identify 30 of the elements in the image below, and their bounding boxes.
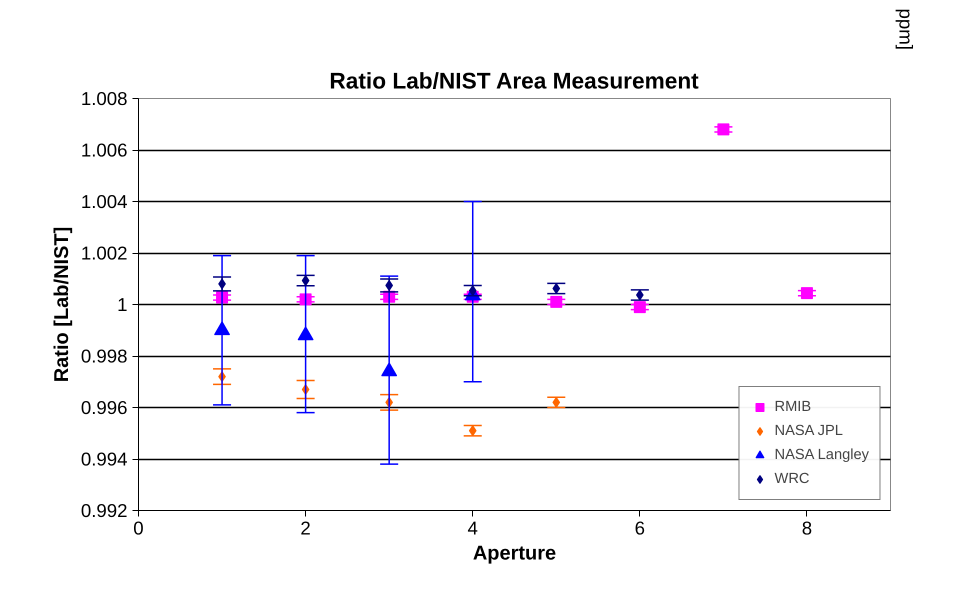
y-tick-label: 0.996 <box>80 397 128 418</box>
point <box>550 296 562 308</box>
x-tick-label: 2 <box>300 518 311 538</box>
point <box>468 425 477 436</box>
y-tick-label: 1.002 <box>80 242 128 264</box>
legend-label: RMIB <box>774 399 812 415</box>
x-axis-title: Aperture <box>472 542 556 564</box>
point <box>717 123 730 136</box>
y-axis-title: Ratio [Lab/NIST] <box>50 226 73 382</box>
y-tick-label: 0.992 <box>80 500 128 521</box>
x-tick-label: 4 <box>468 518 478 538</box>
x-tick-label: 6 <box>634 518 646 538</box>
y-tick-label: 1 <box>117 294 128 315</box>
legend-label: NASA Langley <box>774 447 869 463</box>
point <box>552 396 560 408</box>
y-tick-label: 1.006 <box>80 140 128 160</box>
legend-label: WRC <box>774 471 810 487</box>
legend-label: NASA JPL <box>774 423 843 439</box>
point <box>800 287 813 300</box>
x-tick-label: 8 <box>802 518 812 538</box>
y-tick-label: 0.994 <box>80 448 128 470</box>
point <box>468 285 477 296</box>
y-tick-label: 1.004 <box>80 191 128 212</box>
text: ppm] <box>896 8 916 50</box>
x-tick-label: 0 <box>133 518 144 538</box>
chart-title: Ratio Lab/NIST Area Measurement <box>329 68 700 94</box>
y-tick-label: 0.998 <box>80 346 128 366</box>
point <box>634 301 646 314</box>
point <box>552 283 560 294</box>
y-tick-label: 1.008 <box>80 88 128 109</box>
